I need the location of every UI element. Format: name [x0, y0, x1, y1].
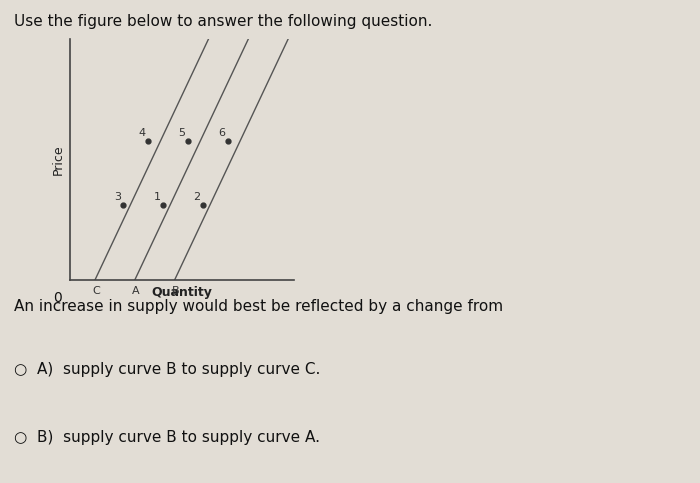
- Text: ○  B)  supply curve B to supply curve A.: ○ B) supply curve B to supply curve A.: [14, 430, 320, 445]
- Text: C: C: [92, 286, 100, 296]
- Y-axis label: Price: Price: [51, 144, 64, 175]
- Text: 5: 5: [178, 128, 186, 138]
- Text: A: A: [132, 286, 139, 296]
- Text: 0: 0: [53, 291, 62, 305]
- Text: 4: 4: [139, 128, 146, 138]
- Text: B: B: [172, 286, 179, 296]
- Text: 6: 6: [218, 128, 225, 138]
- Text: 1: 1: [153, 192, 160, 202]
- X-axis label: Quantity: Quantity: [152, 286, 212, 298]
- Text: ○  A)  supply curve B to supply curve C.: ○ A) supply curve B to supply curve C.: [14, 362, 321, 377]
- Text: Use the figure below to answer the following question.: Use the figure below to answer the follo…: [14, 14, 433, 29]
- Text: 3: 3: [114, 192, 121, 202]
- Text: 2: 2: [193, 192, 200, 202]
- Text: An increase in supply would best be reflected by a change from: An increase in supply would best be refl…: [14, 299, 503, 314]
